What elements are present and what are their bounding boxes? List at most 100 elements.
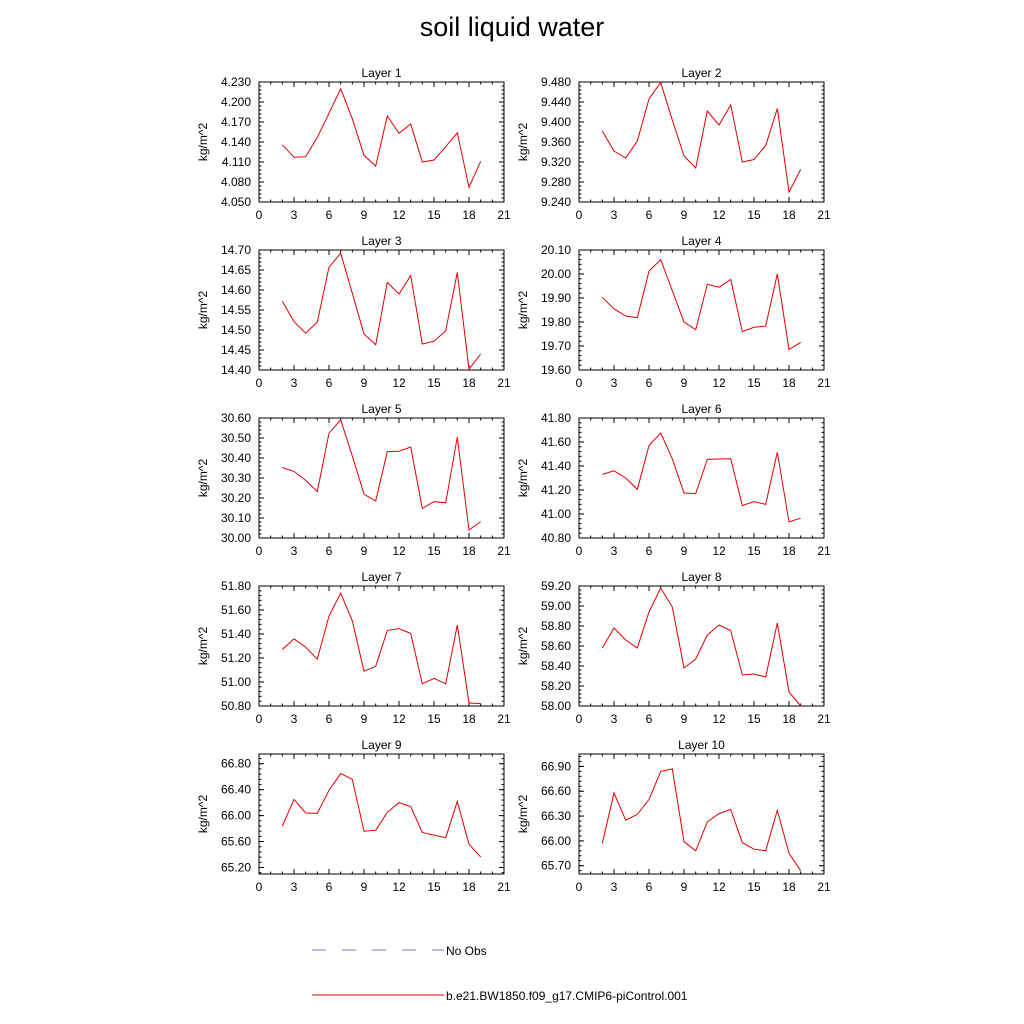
y-tick-label: 4.080 [221, 175, 251, 189]
panel-layer-6: Layer 6 kg/m^2 0 3 6 9 12 15 18 21 40.80 41.00 41.20… [516, 402, 831, 558]
x-tick-label: 6 [646, 376, 653, 390]
y-tick-label: 14.45 [221, 343, 251, 357]
x-tick-label: 9 [681, 880, 688, 894]
x-tick-label: 0 [576, 880, 583, 894]
y-tick-label: 30.00 [221, 531, 251, 545]
series-line [281, 592, 481, 705]
x-tick-label: 18 [462, 376, 476, 390]
y-tick-label: 41.40 [541, 459, 571, 473]
y-tick-label: 51.40 [221, 627, 251, 641]
x-tick-label: 12 [712, 880, 726, 894]
series-line [602, 432, 801, 523]
x-tick-label: 6 [326, 880, 333, 894]
panel-layer-1: Layer 1 kg/m^2 0 3 6 9 12 15 18 21 4.050 4.080 4.110… [196, 66, 511, 222]
y-tick-label: 9.440 [541, 95, 571, 109]
x-tick-label: 3 [611, 712, 618, 726]
x-tick-label: 21 [497, 880, 511, 894]
y-tick-label: 19.90 [541, 291, 571, 305]
y-tick-label: 9.280 [541, 175, 571, 189]
x-tick-label: 3 [611, 376, 618, 390]
y-tick-label: 4.200 [221, 95, 251, 109]
x-tick-label: 21 [497, 712, 511, 726]
x-tick-label: 21 [497, 376, 511, 390]
y-tick-label: 9.480 [541, 75, 571, 89]
plot-frame [258, 753, 505, 875]
y-tick-label: 30.60 [221, 411, 251, 425]
plot-frame [258, 585, 505, 707]
y-tick-label: 66.60 [541, 784, 571, 798]
y-tick-label: 66.30 [541, 809, 571, 823]
x-tick-label: 12 [712, 376, 726, 390]
y-axis-label: kg/m^2 [516, 459, 530, 498]
series-line [282, 418, 481, 531]
y-tick-label: 41.20 [541, 483, 571, 497]
y-tick-label: 19.60 [541, 363, 571, 377]
y-axis-label: kg/m^2 [196, 291, 210, 330]
x-tick-label: 21 [497, 544, 511, 558]
x-tick-label: 0 [256, 712, 263, 726]
x-tick-label: 0 [576, 712, 583, 726]
x-tick-label: 3 [611, 544, 618, 558]
y-tick-label: 9.400 [541, 115, 571, 129]
panel-layer-4: Layer 4 kg/m^2 0 3 6 9 12 15 18 21 19.60 19.70 19.80… [516, 234, 831, 390]
y-axis-label: kg/m^2 [196, 795, 210, 834]
x-tick-label: 12 [392, 880, 406, 894]
panel-layer-5: Layer 5 kg/m^2 0 3 6 9 12 15 18 21 30.00 30.10 30.20… [196, 402, 511, 558]
panel-layer-9: Layer 9 kg/m^2 0 3 6 9 12 15 18 21 65.20 65.60 66.00… [196, 738, 511, 894]
y-tick-label: 30.50 [221, 431, 251, 445]
panel-title: Layer 3 [361, 234, 401, 248]
x-tick-label: 12 [712, 208, 726, 222]
x-tick-label: 15 [747, 712, 761, 726]
x-tick-label: 18 [462, 208, 476, 222]
y-tick-label: 30.10 [221, 511, 251, 525]
x-tick-label: 9 [361, 880, 368, 894]
y-tick-label: 66.00 [541, 834, 571, 848]
x-tick-label: 6 [326, 376, 333, 390]
y-tick-label: 9.240 [541, 195, 571, 209]
y-axis-label: kg/m^2 [196, 123, 210, 162]
panel-title: Layer 4 [681, 234, 721, 248]
x-tick-label: 21 [817, 712, 831, 726]
series-line [281, 87, 482, 189]
x-tick-label: 12 [392, 208, 406, 222]
x-tick-label: 9 [361, 376, 368, 390]
y-tick-label: 50.80 [221, 699, 251, 713]
x-tick-label: 15 [427, 376, 441, 390]
panel-title: Layer 1 [361, 66, 401, 80]
x-tick-label: 0 [256, 880, 263, 894]
y-tick-label: 14.60 [221, 283, 251, 297]
x-tick-label: 3 [291, 376, 298, 390]
y-axis-label: kg/m^2 [516, 123, 530, 162]
x-tick-label: 3 [611, 208, 618, 222]
x-tick-label: 12 [712, 712, 726, 726]
page-title: soil liquid water [419, 12, 605, 42]
y-tick-label: 65.60 [221, 835, 251, 849]
y-tick-label: 30.30 [221, 471, 251, 485]
y-tick-label: 14.50 [221, 323, 251, 337]
x-tick-label: 18 [462, 880, 476, 894]
series-line [601, 258, 801, 351]
y-tick-label: 30.40 [221, 451, 251, 465]
x-tick-label: 21 [817, 208, 831, 222]
x-tick-label: 9 [681, 376, 688, 390]
y-tick-label: 65.70 [541, 859, 571, 873]
x-tick-label: 18 [462, 544, 476, 558]
panel-title: Layer 2 [681, 66, 721, 80]
y-tick-label: 19.80 [541, 315, 571, 329]
series-line [601, 81, 802, 194]
x-tick-label: 0 [576, 376, 583, 390]
y-tick-label: 59.20 [541, 579, 571, 593]
y-axis-label: kg/m^2 [196, 459, 210, 498]
y-tick-label: 4.170 [221, 115, 251, 129]
x-tick-label: 21 [817, 880, 831, 894]
y-tick-label: 19.70 [541, 339, 571, 353]
x-tick-label: 3 [611, 880, 618, 894]
panel-title: Layer 9 [361, 738, 401, 752]
panel-layer-7: Layer 7 kg/m^2 0 3 6 9 12 15 18 21 50.80 51.00 51.20… [196, 570, 511, 726]
x-tick-label: 6 [646, 880, 653, 894]
x-tick-label: 0 [256, 544, 263, 558]
y-tick-label: 66.00 [221, 809, 251, 823]
y-tick-label: 58.80 [541, 619, 571, 633]
y-tick-label: 51.80 [221, 579, 251, 593]
